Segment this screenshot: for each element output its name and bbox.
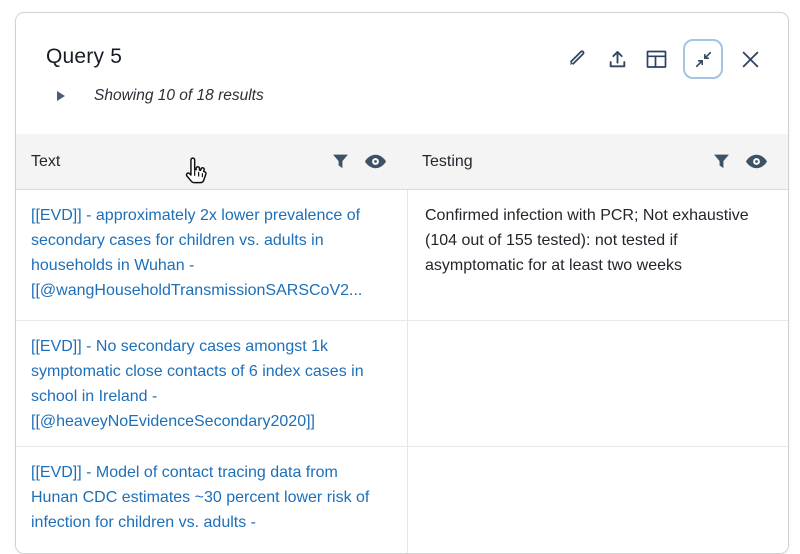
filter-icon[interactable] — [713, 153, 730, 170]
chevron-right-icon — [57, 91, 65, 101]
table-view-button[interactable] — [644, 47, 668, 71]
pencil-icon — [568, 49, 588, 69]
results-summary: Showing 10 of 18 results — [94, 87, 264, 104]
testing-cell[interactable]: Confirmed infection with PCR; Not exhaus… — [407, 190, 788, 320]
toolbar — [566, 38, 762, 80]
column-label: Text — [31, 152, 61, 170]
close-icon — [741, 50, 760, 69]
table-header-row: Text — [16, 134, 788, 190]
testing-cell[interactable] — [407, 447, 788, 553]
evidence-link[interactable]: [[EVD]] - approximately 2x lower prevale… — [31, 207, 363, 299]
expand-results-toggle[interactable] — [54, 89, 68, 103]
column-header-text[interactable]: Text — [16, 134, 407, 189]
export-button[interactable] — [605, 47, 629, 71]
table-row: [[EVD]] - Model of contact tracing data … — [16, 447, 788, 553]
results-table: Text — [16, 134, 788, 553]
page-title: Query 5 — [46, 45, 123, 68]
column-header-testing[interactable]: Testing — [407, 134, 788, 189]
eye-icon[interactable] — [745, 154, 768, 169]
table-row: [[EVD]] - No secondary cases amongst 1k … — [16, 321, 788, 447]
evidence-link[interactable]: [[EVD]] - No secondary cases amongst 1k … — [31, 338, 364, 430]
upload-icon — [607, 49, 628, 70]
evidence-link[interactable]: [[EVD]] - Model of contact tracing data … — [31, 464, 370, 531]
column-label: Testing — [422, 152, 473, 170]
table-row: [[EVD]] - approximately 2x lower prevale… — [16, 190, 788, 321]
collapse-button[interactable] — [683, 39, 723, 79]
table-icon — [646, 50, 667, 69]
filter-icon[interactable] — [332, 153, 349, 170]
close-button[interactable] — [738, 47, 762, 71]
eye-icon[interactable] — [364, 154, 387, 169]
collapse-icon — [695, 51, 712, 68]
query-results-panel: Query 5 — [15, 12, 789, 554]
testing-cell[interactable] — [407, 321, 788, 446]
edit-button[interactable] — [566, 47, 590, 71]
